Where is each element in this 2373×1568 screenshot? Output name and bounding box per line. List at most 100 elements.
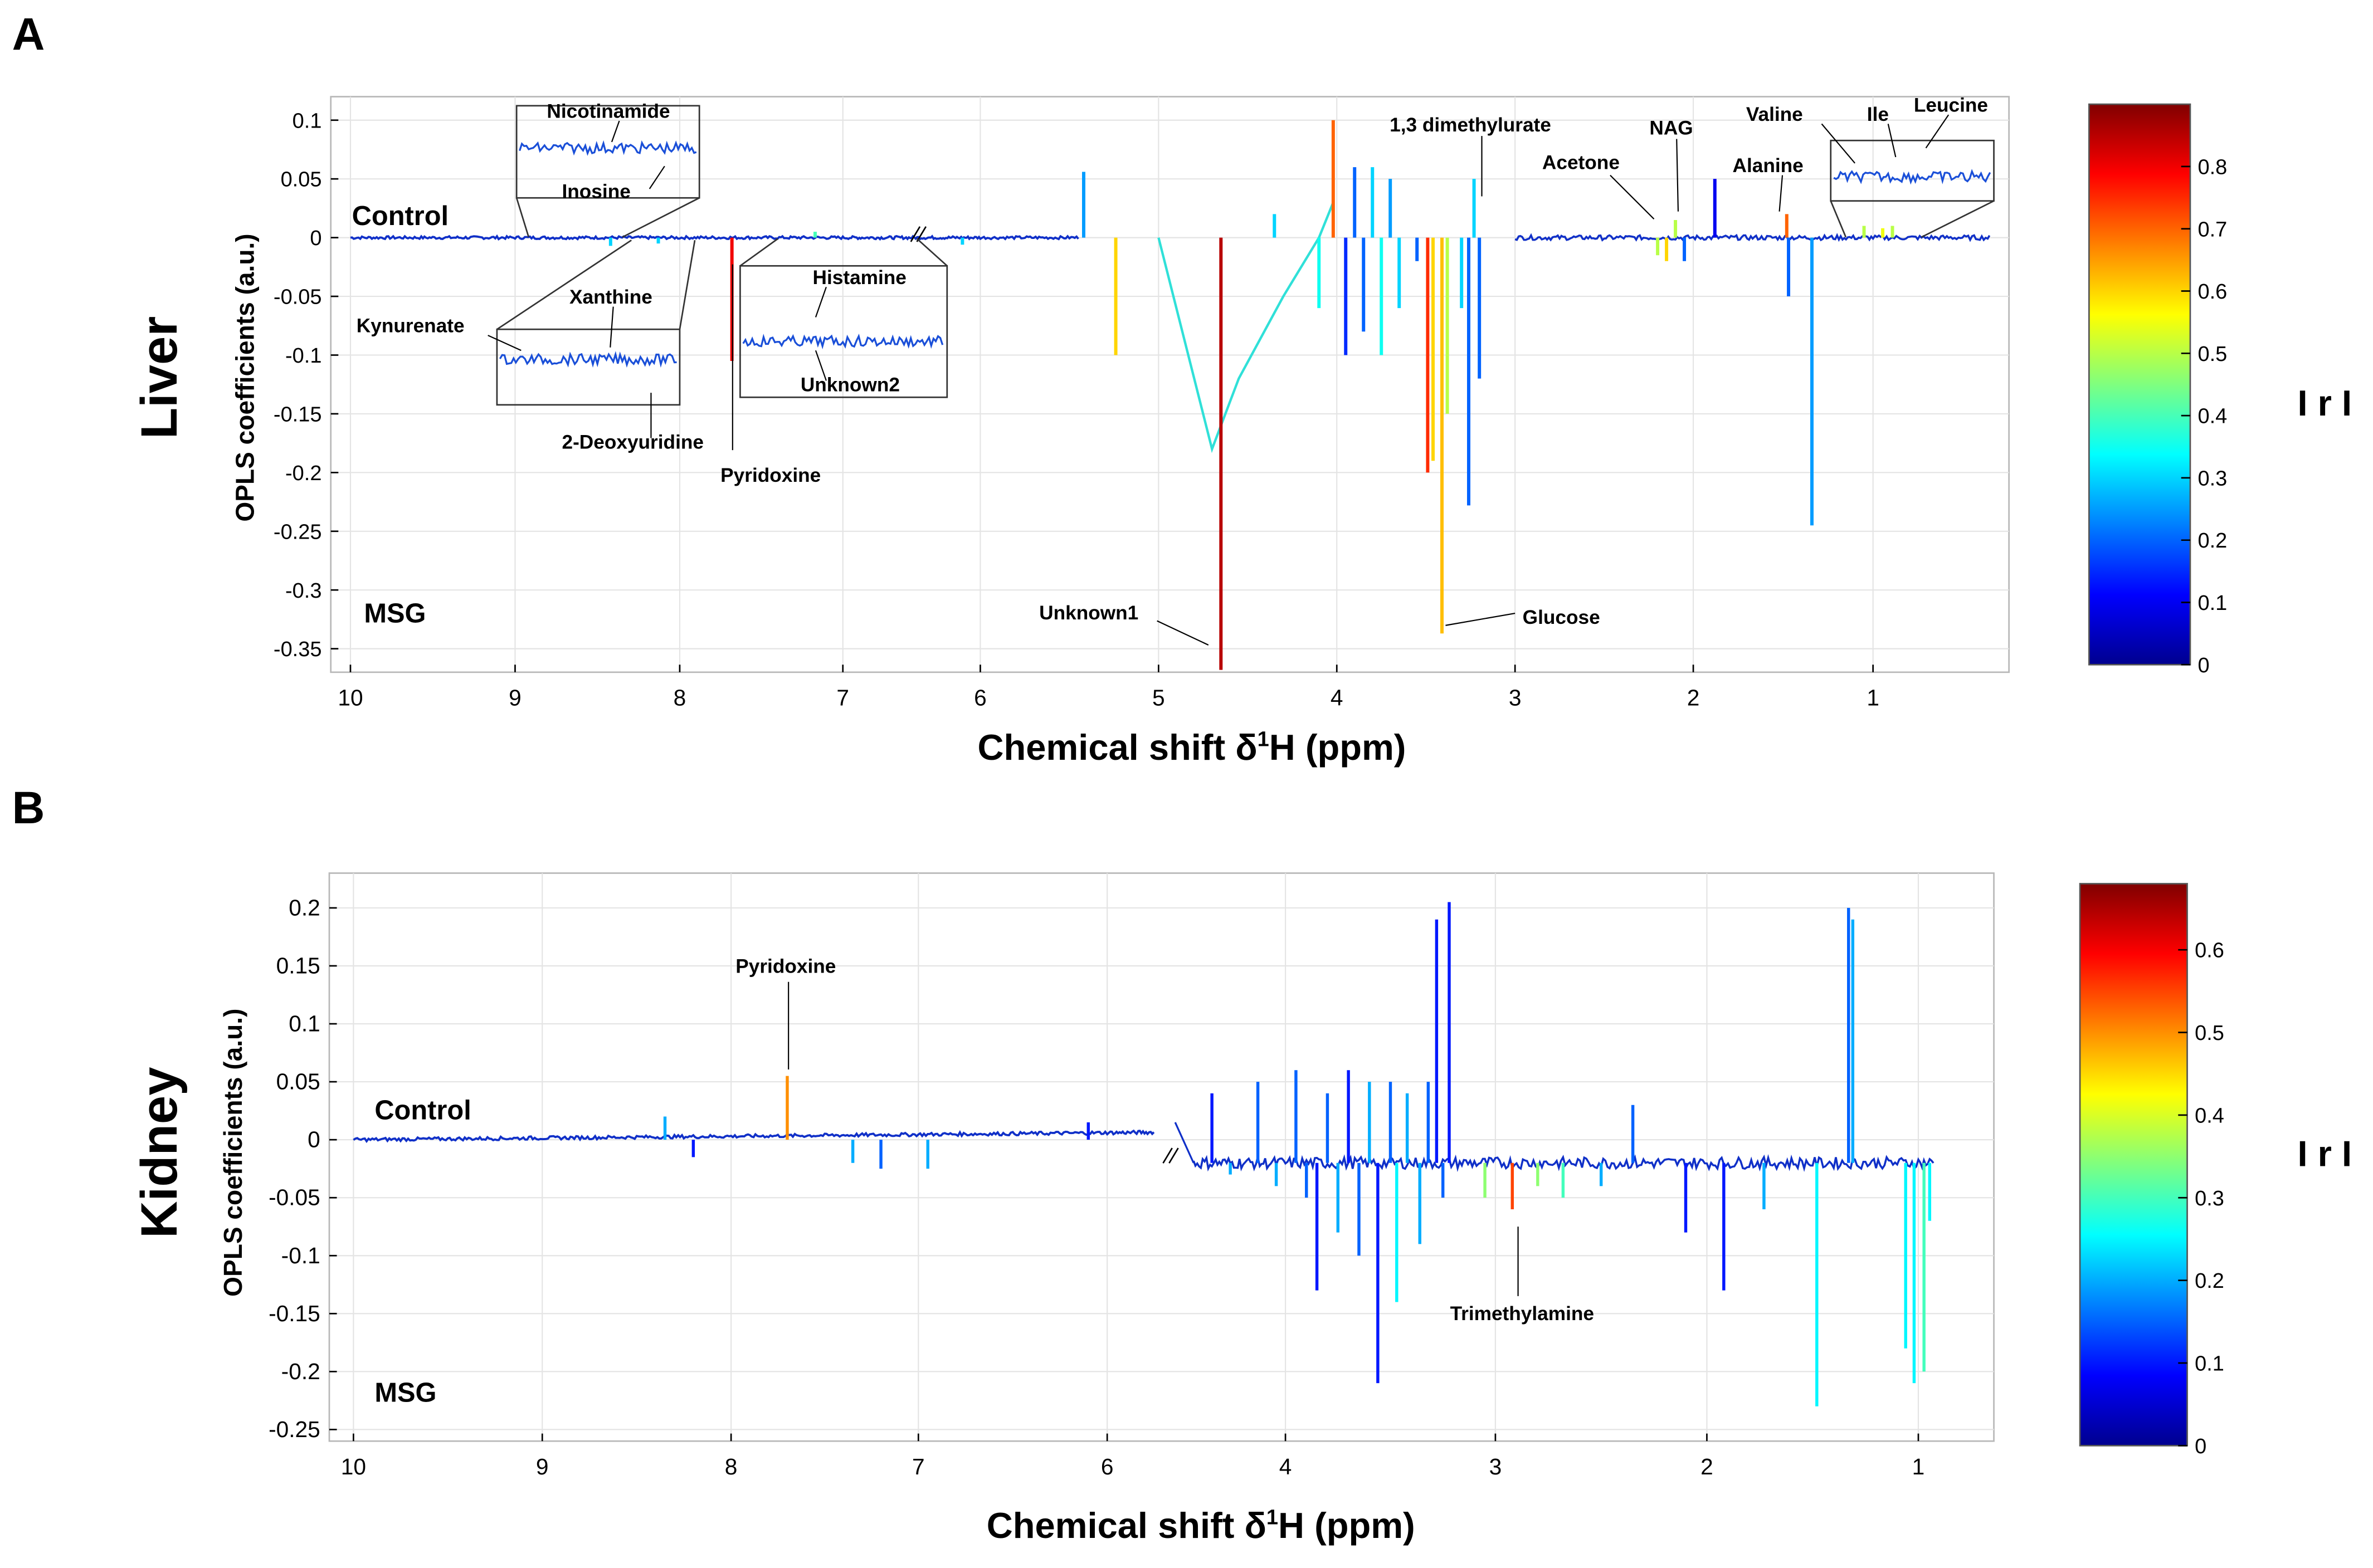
label-dimethylurate: 1,3 dimethylurate bbox=[1390, 114, 1551, 136]
panel-a-y-tick-label: 0 bbox=[310, 227, 321, 250]
label-leucine: Leucine bbox=[1914, 95, 1988, 116]
panel-b-colorbar-gradient bbox=[2079, 883, 2188, 1447]
panel-a-leaders bbox=[488, 114, 1950, 646]
panel-a-x-tick-label: 9 bbox=[509, 685, 522, 710]
label-valine: Valine bbox=[1746, 104, 1803, 125]
panel-a-y-tick-label: 0.1 bbox=[293, 109, 322, 133]
panel-b-control-label: Control bbox=[374, 1096, 471, 1126]
panel-b-x-ticks: 10 9 8 7 6 4 3 2 1 bbox=[341, 1433, 1924, 1479]
panel-a-y-tick-label: -0.15 bbox=[274, 403, 322, 426]
panel-a-colorbar-tick-label: 0.4 bbox=[2198, 405, 2228, 428]
inset-bcaa-box bbox=[1830, 139, 1995, 202]
panel-a-control-label: Control bbox=[352, 201, 449, 231]
panel-a-y-axis-label: OPLS coefficients (a.u.) bbox=[230, 233, 259, 521]
label-inosine: Inosine bbox=[562, 180, 630, 202]
panel-a-y-tick-label: -0.3 bbox=[285, 579, 321, 603]
panel-a-x-axis-label: Chemical shift δ1H (ppm) bbox=[978, 727, 1406, 768]
panel-b-y-tick-label: -0.25 bbox=[269, 1416, 320, 1442]
panel-b-grid bbox=[329, 873, 1994, 1442]
panel-a-spectrum-trace bbox=[350, 120, 1991, 670]
panel-a-colorbar: 0.8 0.7 0.6 0.5 0.4 0.3 0.2 0.1 0 I r I bbox=[2088, 103, 2352, 677]
panel-b-spectrum-trace bbox=[353, 902, 1935, 1406]
panel-b-msg-label: MSG bbox=[374, 1378, 436, 1408]
panel-b-colorbar-tick-label: 0.4 bbox=[2195, 1104, 2224, 1127]
label-2-deoxyuridine: 2-Deoxyuridine bbox=[562, 431, 704, 453]
label-nicotinamide: Nicotinamide bbox=[547, 101, 670, 123]
panel-a-y-tick-label: -0.35 bbox=[274, 638, 322, 661]
panel-b-kidney: B Kidney OPLS coefficients (a.u.) 0.2 0.1… bbox=[12, 783, 2352, 1546]
panel-a-colorbar-tick-label: 0.5 bbox=[2198, 343, 2228, 366]
inset-xanthine-trace bbox=[499, 351, 677, 368]
panel-a-baseline-aromatic bbox=[350, 234, 1079, 241]
panel-b-x-tick-label: 3 bbox=[1489, 1454, 1502, 1479]
panel-a-y-tick-label: -0.2 bbox=[285, 462, 321, 485]
label-histamine: Histamine bbox=[813, 267, 907, 289]
panel-b-x-axis-label: Chemical shift δ1H (ppm) bbox=[987, 1505, 1415, 1546]
inset-histamine-trace bbox=[742, 333, 944, 350]
panel-a-msg-label: MSG bbox=[364, 598, 426, 628]
panel-b-colorbar-tick-label: 0 bbox=[2195, 1435, 2206, 1458]
panel-a-y-tick-label: -0.1 bbox=[285, 344, 321, 368]
panel-a-colorbar-label: I r I bbox=[2297, 383, 2352, 423]
panel-b-baseline-aromatic bbox=[353, 1129, 1155, 1144]
panel-b-colorbar-label: I r I bbox=[2297, 1134, 2352, 1174]
label-pyridoxine-b: Pyridoxine bbox=[735, 955, 836, 977]
panel-b-letter: B bbox=[12, 783, 45, 833]
panel-b-y-axis-label: OPLS coefficients (a.u.) bbox=[218, 1009, 247, 1297]
panel-a-water-region bbox=[1157, 202, 1334, 453]
panel-b-plot-frame bbox=[328, 872, 1995, 1442]
panel-a-colorbar-gradient bbox=[2088, 103, 2191, 666]
panel-a-x-tick-label: 2 bbox=[1687, 685, 1700, 710]
panel-b-y-tick-label: -0.2 bbox=[281, 1359, 320, 1384]
panel-a-y-tick-label: -0.05 bbox=[274, 286, 322, 309]
panel-a-colorbar-tick-label: 0.7 bbox=[2198, 218, 2228, 241]
panel-a-y-tick-label: -0.25 bbox=[274, 520, 322, 544]
panel-a-colorbar-tick-label: 0.3 bbox=[2198, 467, 2228, 490]
panel-b-leaders bbox=[788, 981, 1519, 1296]
label-pyridoxine-a: Pyridoxine bbox=[720, 465, 821, 486]
label-unknown1: Unknown1 bbox=[1039, 602, 1138, 624]
panel-b-y-tick-label: 0.05 bbox=[276, 1069, 320, 1095]
label-alanine: Alanine bbox=[1733, 155, 1804, 177]
panel-b-baseline-aliphatic bbox=[1192, 1154, 1935, 1173]
panel-a-plot-frame bbox=[330, 96, 2010, 673]
panel-b-colorbar: 0.6 0.5 0.4 0.3 0.2 0.1 0 I r I bbox=[2079, 883, 2352, 1458]
panel-b-x-tick-label: 2 bbox=[1700, 1454, 1713, 1479]
label-glucose: Glucose bbox=[1523, 607, 1600, 628]
panel-b-y-tick-label: 0.2 bbox=[289, 895, 320, 920]
panel-b-y-tick-label: -0.15 bbox=[269, 1301, 320, 1326]
panel-a-colorbar-tick-label: 0.1 bbox=[2198, 592, 2228, 615]
panel-a-x-tick-label: 10 bbox=[338, 685, 363, 710]
inset-histamine-box bbox=[739, 265, 948, 398]
label-xanthine: Xanthine bbox=[569, 286, 652, 308]
panel-a-y-tick-label: 0.05 bbox=[281, 168, 322, 192]
label-kynurenate: Kynurenate bbox=[357, 315, 465, 337]
panel-a-inset-traces bbox=[499, 140, 1991, 368]
panel-a-colorbar-tick-label: 0.8 bbox=[2198, 155, 2228, 179]
panel-a-colorbar-tick-label: 0 bbox=[2198, 654, 2210, 677]
panel-a-x-tick-label: 5 bbox=[1152, 685, 1165, 710]
panel-a-y-ticks: 0.1 0.05 0 -0.05 -0.1 -0.15 -0.2 -0.25 -0.3 -0.35 bbox=[274, 109, 339, 661]
panel-a-letter: A bbox=[12, 9, 45, 60]
inset-xanthine-box bbox=[496, 328, 681, 406]
panel-b-x-tick-label: 4 bbox=[1279, 1454, 1292, 1479]
panel-a-colorbar-ticks: 0.8 0.7 0.6 0.5 0.4 0.3 0.2 0.1 0 bbox=[2181, 155, 2228, 677]
label-unknown2: Unknown2 bbox=[801, 374, 900, 395]
panel-b-y-tick-label: 0.1 bbox=[289, 1011, 320, 1037]
panel-a-tissue-label: Liver bbox=[130, 316, 188, 439]
panel-b-y-tick-label: 0.15 bbox=[276, 953, 320, 979]
panel-b-x-tick-label: 6 bbox=[1101, 1454, 1114, 1479]
panel-b-colorbar-ticks: 0.6 0.5 0.4 0.3 0.2 0.1 0 bbox=[2178, 939, 2224, 1458]
panel-b-colorbar-tick-label: 0.5 bbox=[2195, 1022, 2224, 1045]
panel-b-colorbar-tick-label: 0.6 bbox=[2195, 939, 2224, 963]
inset-nicotinamide-trace bbox=[519, 140, 697, 156]
label-nag: NAG bbox=[1649, 117, 1693, 139]
inset-bcaa-trace bbox=[1833, 169, 1991, 185]
panel-b-y-tick-label: -0.1 bbox=[281, 1243, 320, 1268]
panel-b-break-connector bbox=[1174, 1122, 1195, 1164]
panel-a-x-tick-label: 3 bbox=[1509, 685, 1522, 710]
panel-b-y-ticks: 0.2 0.15 0.1 0.05 0 -0.05 -0.1 -0.15 -0.2 -0.25 bbox=[269, 895, 337, 1442]
panel-b-annotations: Pyridoxine Trimethylamine bbox=[735, 955, 1594, 1325]
panel-b-y-tick-label: -0.05 bbox=[269, 1185, 320, 1210]
panel-a-colorbar-tick-label: 0.2 bbox=[2198, 529, 2228, 553]
